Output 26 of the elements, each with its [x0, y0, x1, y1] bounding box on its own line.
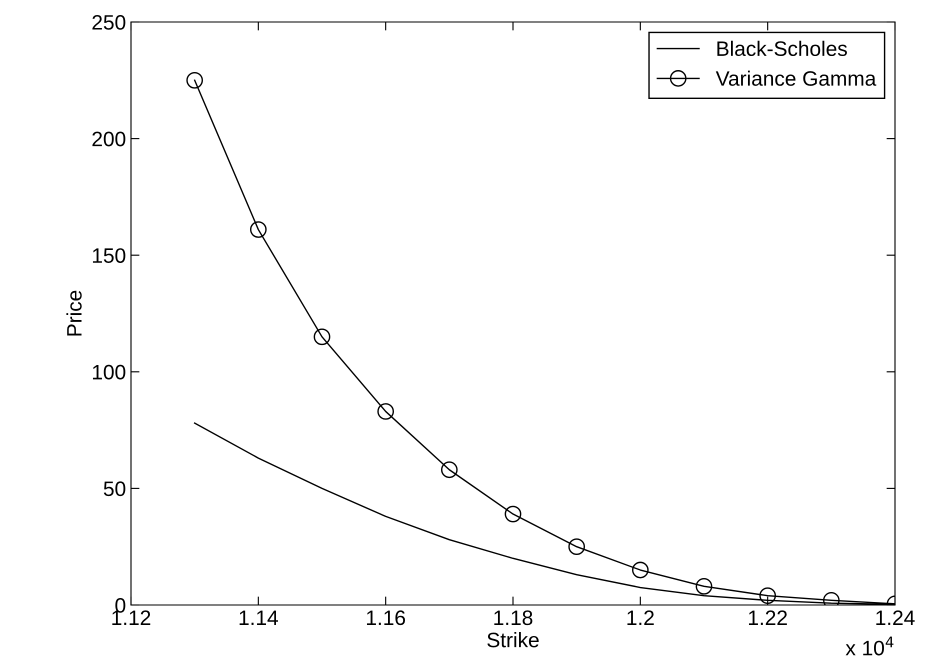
legend-label: Black-Scholes	[717, 40, 847, 56]
legend-label: Variance Gamma	[716, 70, 876, 86]
point	[696, 578, 712, 595]
x-tick-label: 1.14	[240, 610, 278, 625]
x-axis-title: Strike	[487, 632, 539, 648]
point	[504, 506, 522, 522]
y-axis-title: Price	[66, 290, 82, 336]
y-tick-label: 200	[92, 132, 126, 146]
point	[568, 538, 585, 556]
point	[759, 587, 776, 604]
x-tick-label: 1.16	[366, 610, 406, 626]
x-tick-label: 1.2	[627, 610, 654, 625]
x-tick-label: 1.18	[494, 610, 532, 626]
y-tick-label: 100	[92, 364, 126, 380]
y-tick-label: 50	[104, 481, 126, 496]
point	[632, 562, 649, 578]
point	[314, 328, 330, 346]
point	[186, 72, 203, 89]
x-tick-label: 1.22	[748, 610, 787, 625]
point	[441, 461, 458, 478]
point	[377, 403, 394, 420]
point	[250, 221, 267, 238]
x-tick-label: 1.24	[876, 610, 915, 625]
y-tick-label: 150	[92, 248, 126, 263]
y-tick-label: 250	[92, 15, 126, 30]
text: x 10$^{4}$	[846, 636, 894, 656]
